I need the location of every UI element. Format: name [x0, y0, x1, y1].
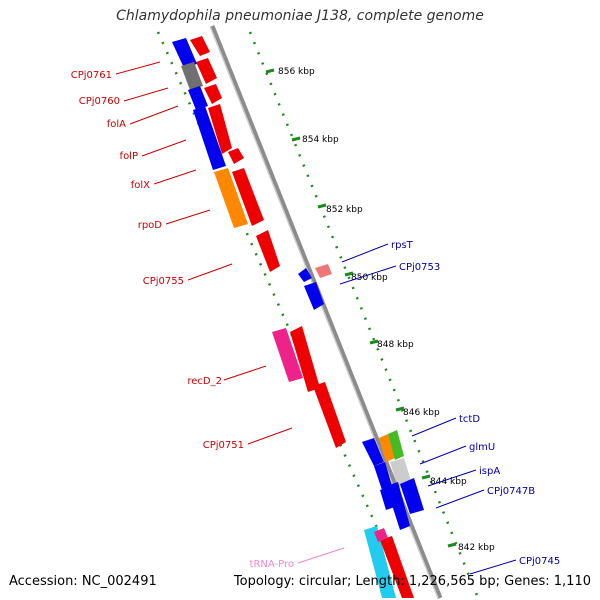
gene-feature[interactable]	[380, 536, 414, 598]
ruler-label: 842 kbp	[458, 543, 495, 553]
ruler-label: 844 kbp	[430, 477, 467, 487]
gene-feature[interactable]	[256, 230, 280, 272]
gene-feature[interactable]	[390, 458, 412, 488]
gene-features-right-upper	[190, 36, 414, 598]
gene-label[interactable]: rpoD	[138, 220, 163, 231]
gene-feature[interactable]	[208, 104, 232, 154]
ruler-label: 854 kbp	[302, 135, 339, 145]
right-leader-lines	[339, 243, 517, 575]
gene-feature[interactable]	[386, 482, 410, 530]
left-leader-lines	[115, 61, 293, 445]
gene-feature[interactable]	[388, 430, 404, 460]
gene-label[interactable]: ispA	[479, 466, 500, 477]
gene-feature[interactable]	[290, 326, 320, 392]
gene-feature[interactable]	[214, 168, 248, 228]
gene-feature[interactable]	[204, 84, 222, 104]
ruler-tick-848: 848 kbp	[369, 339, 414, 350]
gene-feature[interactable]	[172, 38, 197, 68]
gene-label[interactable]: recD_2	[187, 376, 222, 387]
right-gene-labels: rpsT CPj0753 tctD glmU ispA CPj0747B CPj…	[391, 240, 560, 567]
gene-feature[interactable]	[400, 478, 424, 514]
ruler-tick-856: 856 kbp	[265, 67, 315, 77]
gene-label[interactable]: CPj0755	[143, 276, 184, 287]
gene-feature[interactable]	[313, 382, 346, 448]
gene-feature[interactable]	[181, 62, 203, 90]
ruler-label: 850 kbp	[351, 273, 388, 283]
gene-features-left	[172, 38, 396, 598]
gene-label[interactable]: CPj0751	[203, 440, 244, 451]
gene-label[interactable]: tRNA-Pro	[250, 559, 294, 570]
gene-label[interactable]: rpsT	[391, 240, 414, 251]
gene-label[interactable]: folP	[120, 151, 138, 162]
gene-feature[interactable]	[232, 168, 264, 226]
ruler-tick-854: 854 kbp	[291, 135, 339, 145]
gene-feature[interactable]	[364, 526, 396, 598]
ruler-tick-852: 852 kbp	[317, 203, 363, 215]
gene-label[interactable]: folX	[131, 180, 150, 191]
gene-label[interactable]: CPj0747B	[487, 486, 535, 497]
gene-label[interactable]: glmU	[469, 442, 495, 453]
gene-label[interactable]: CPj0761	[71, 70, 112, 81]
ruler-tick-846: 846 kbp	[395, 406, 440, 418]
gene-label[interactable]: folA	[107, 119, 126, 130]
ruler-tick-850: 850 kbp	[344, 271, 388, 283]
accession-text: Accession: NC_002491	[9, 574, 157, 589]
ruler-label: 852 kbp	[326, 205, 363, 215]
gene-feature[interactable]	[228, 148, 244, 164]
gene-features-right-lower	[298, 264, 424, 542]
gene-feature[interactable]	[315, 264, 332, 278]
genome-summary-text: Topology: circular; Length: 1,226,565 bp…	[233, 574, 591, 589]
gene-feature[interactable]	[190, 36, 210, 56]
trna-leader-line	[297, 547, 345, 564]
gene-feature[interactable]	[272, 328, 303, 382]
gene-label[interactable]: tctD	[459, 414, 480, 425]
gene-feature[interactable]	[188, 86, 208, 110]
gene-feature[interactable]	[193, 106, 226, 170]
gene-feature[interactable]	[379, 434, 395, 462]
ruler-tick-842: 842 kbp	[447, 542, 495, 553]
ruler-label: 856 kbp	[278, 67, 315, 77]
gene-feature[interactable]	[196, 58, 217, 84]
ruler-label: 846 kbp	[403, 408, 440, 418]
gene-feature[interactable]	[374, 462, 392, 490]
left-gene-labels: CPj0761 CPj0760 folA folP folX rpoD CPj0…	[71, 70, 294, 570]
gene-label[interactable]: CPj0753	[399, 262, 440, 273]
gene-feature[interactable]	[298, 268, 312, 282]
outer-ruler-track	[156, 31, 410, 599]
gene-feature[interactable]	[304, 282, 324, 310]
ruler-label: 848 kbp	[377, 340, 414, 350]
gene-feature[interactable]	[374, 528, 388, 542]
gene-label[interactable]: CPj0745	[519, 556, 560, 567]
gene-label[interactable]: CPj0760	[79, 96, 120, 107]
gene-feature[interactable]	[362, 438, 384, 466]
map-title: Chlamydophila pneumoniae J138, complete …	[116, 8, 484, 24]
ruler-tick-844: 844 kbp	[421, 474, 467, 487]
